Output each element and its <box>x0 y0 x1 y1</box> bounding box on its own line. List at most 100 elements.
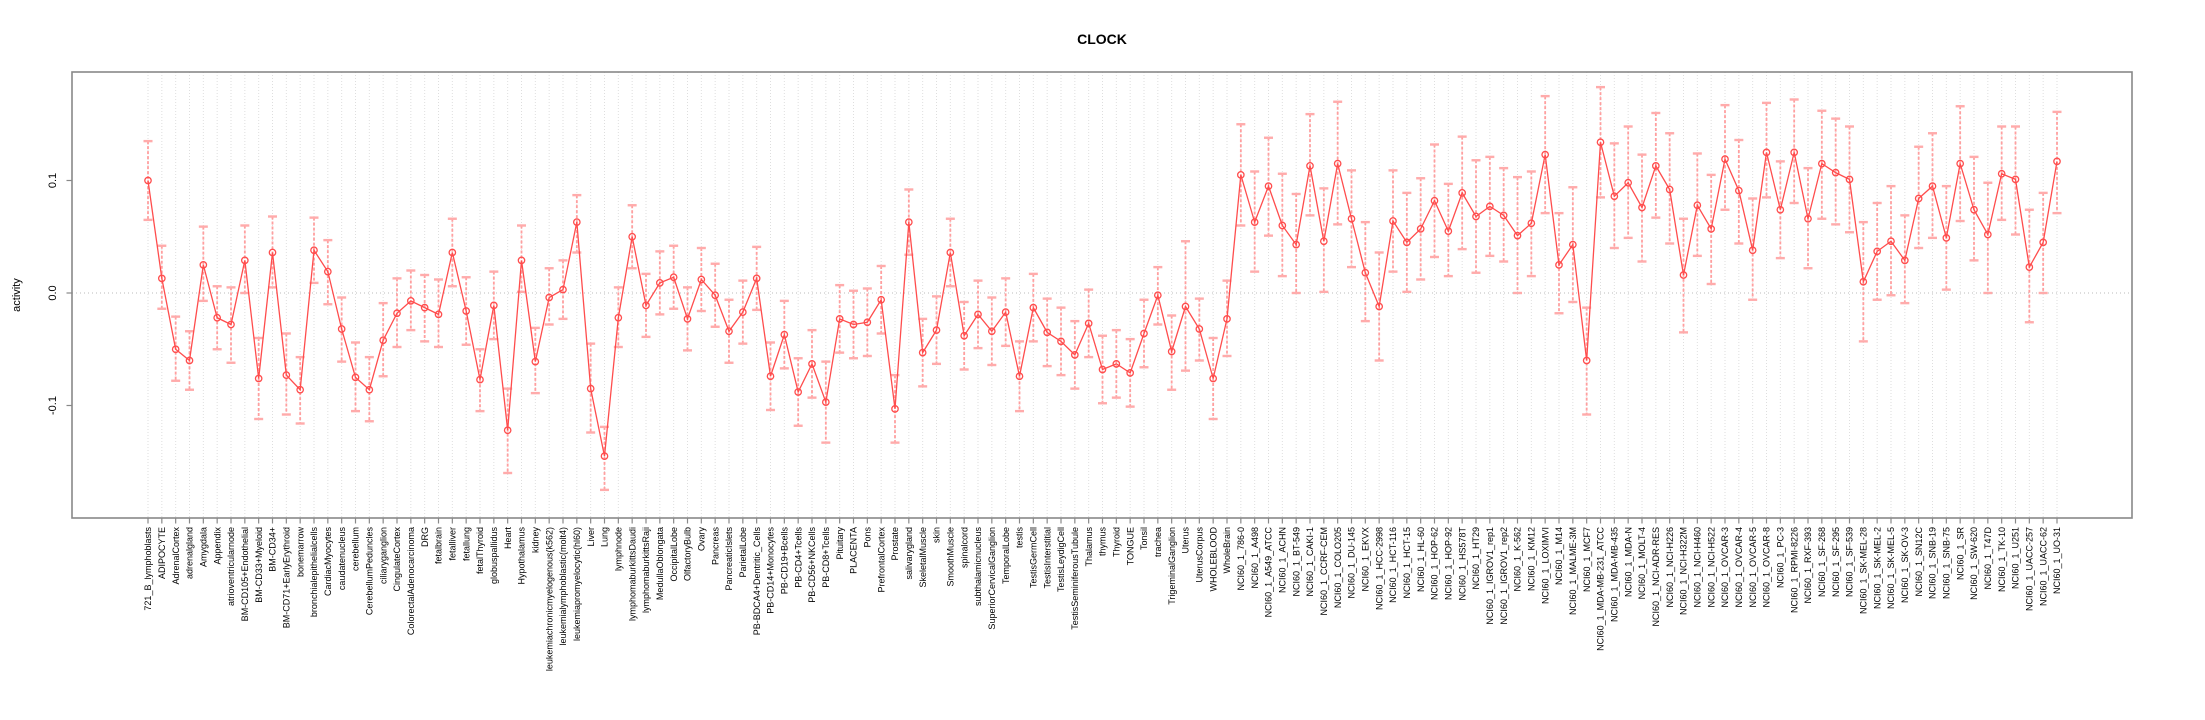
x-tick-label: NCI60_1_T47D <box>1983 527 1993 590</box>
data-point <box>1126 369 1135 377</box>
data-point <box>1209 374 1218 383</box>
data-point <box>1333 159 1342 168</box>
data-point <box>268 248 277 257</box>
x-tick-label: leukemiachronicmyelogenous(k562) <box>544 527 554 671</box>
x-tick-label: adrenalgland <box>185 527 195 579</box>
data-point <box>517 256 526 265</box>
data-point <box>974 310 982 319</box>
x-tick-label: TestisGermCell <box>1029 527 1039 588</box>
x-tick-label: NCI60_1_786-0 <box>1236 527 1246 591</box>
data-point <box>254 374 263 383</box>
data-point <box>1485 202 1494 211</box>
x-tick-label: BM-CD105+Endothelial <box>240 527 250 621</box>
x-tick-label: NCI60_1_MDA-MB-231_ATCC <box>1596 527 1606 651</box>
x-tick-label: NCI60_1_SNB-19 <box>1928 527 1938 599</box>
data-point <box>1472 212 1480 221</box>
data-point <box>1402 238 1411 247</box>
data-point <box>559 285 567 294</box>
x-tick-label: Prostate <box>890 527 900 561</box>
data-point <box>1582 356 1591 365</box>
x-tick-label: NCI60_1_SF-295 <box>1831 527 1841 597</box>
x-tick-label: Pituitary <box>835 527 845 560</box>
data-point <box>1015 372 1024 381</box>
x-tick-label: PLACENTA <box>849 527 859 574</box>
data-point <box>725 327 733 336</box>
data-point <box>1029 303 1038 312</box>
data-point <box>393 309 401 318</box>
x-tick-label: PB-CD14+Monocytes <box>766 527 776 614</box>
data-point <box>1651 162 1660 170</box>
x-tick-label: NCI60_1_UACC-257 <box>2025 527 2035 611</box>
data-point <box>2025 263 2034 271</box>
x-tick-label: NCI60_1_KM12 <box>1527 527 1537 591</box>
x-tick-label: NCI60_1_NCI-H460 <box>1693 527 1703 608</box>
x-tick-label: fetalliver <box>448 527 458 561</box>
data-point <box>1638 203 1646 212</box>
data-point <box>1430 196 1439 205</box>
x-tick-label: globuspallidus <box>489 527 499 585</box>
y-tick-label: 0.0 <box>47 285 59 300</box>
data-point <box>1444 227 1453 235</box>
x-tick-label: Hypothalamus <box>517 527 527 585</box>
x-tick-label: TestisLeydigCell <box>1056 527 1066 592</box>
x-tick-label: NCI60_1_HL-60 <box>1416 527 1426 592</box>
data-point <box>960 331 969 340</box>
x-tick-label: Thalamus <box>1084 527 1094 567</box>
x-tick-label: Heart <box>503 527 513 550</box>
x-tick-label: NCI60_1_SK-MEL-2 <box>1872 527 1882 609</box>
data-point <box>365 385 374 394</box>
data-point <box>296 385 305 394</box>
x-tick-label: ciliaryganglion <box>378 527 388 584</box>
data-point <box>614 313 623 322</box>
data-point <box>628 232 637 241</box>
data-point <box>932 326 941 334</box>
x-tick-label: SmoothMuscle <box>946 527 956 587</box>
data-point <box>1306 162 1314 170</box>
x-tick-label: subthalamicnucleus <box>973 527 983 607</box>
data-point <box>1223 315 1231 323</box>
x-tick-label: NCI60_1_MCF7 <box>1582 527 1592 592</box>
x-tick-label: SkeletalMuscle <box>918 527 928 588</box>
x-tick-label: NCI60_1_PC-3 <box>1776 527 1786 588</box>
x-tick-label: NCI60_1_DU-145 <box>1347 527 1357 599</box>
data-point <box>1513 231 1522 240</box>
x-tick-label: ColorectalAdenocarcinoma <box>406 527 416 635</box>
x-tick-label: AdrenalCortex <box>171 527 181 585</box>
data-point <box>531 357 540 366</box>
x-tick-label: NCI60_1_MDA-N <box>1623 527 1633 597</box>
data-point <box>738 308 747 316</box>
x-tick-label: SuperiorCervicalGanglion <box>987 527 997 630</box>
data-point <box>1817 159 1826 168</box>
x-tick-label: ParietalLobe <box>738 527 748 578</box>
x-tick-label: NCI60_1_IGROV1_rep1 <box>1485 527 1495 625</box>
x-tick-label: kidney <box>531 527 541 554</box>
x-tick-label: BM-CD71+EarlyErythroid <box>282 527 292 628</box>
x-tick-label: NCI60_1_SW-620 <box>1969 527 1979 600</box>
x-tick-label: NCI60_1_IGROV1_rep2 <box>1499 527 1509 625</box>
x-tick-label: NCI60_1_CCRF-CEM <box>1319 527 1329 616</box>
data-point <box>863 318 872 327</box>
x-tick-label: cerebellum <box>351 527 361 571</box>
data-point <box>1001 308 1010 316</box>
data-point <box>337 325 346 333</box>
x-tick-label: NCI60_1_BT-549 <box>1291 527 1301 597</box>
data-point <box>1112 360 1121 368</box>
data-point <box>1195 325 1204 333</box>
data-point <box>476 375 484 384</box>
data-point <box>946 248 955 257</box>
x-tick-label: NCI60_1_HCC-2998 <box>1374 527 1384 610</box>
data-point <box>1098 365 1107 374</box>
data-point <box>1527 219 1536 228</box>
data-point <box>1347 214 1356 223</box>
data-point <box>1181 302 1190 311</box>
data-point <box>1236 171 1245 179</box>
data-point <box>240 256 249 265</box>
axis-ticks <box>66 179 2058 524</box>
x-tick-label: PB-CD19+Bcells <box>780 527 790 595</box>
data-point <box>1624 178 1633 187</box>
data-point <box>821 398 830 406</box>
y-axis-title: activity <box>11 278 23 312</box>
data-point <box>323 267 332 276</box>
data-points <box>144 138 2061 460</box>
